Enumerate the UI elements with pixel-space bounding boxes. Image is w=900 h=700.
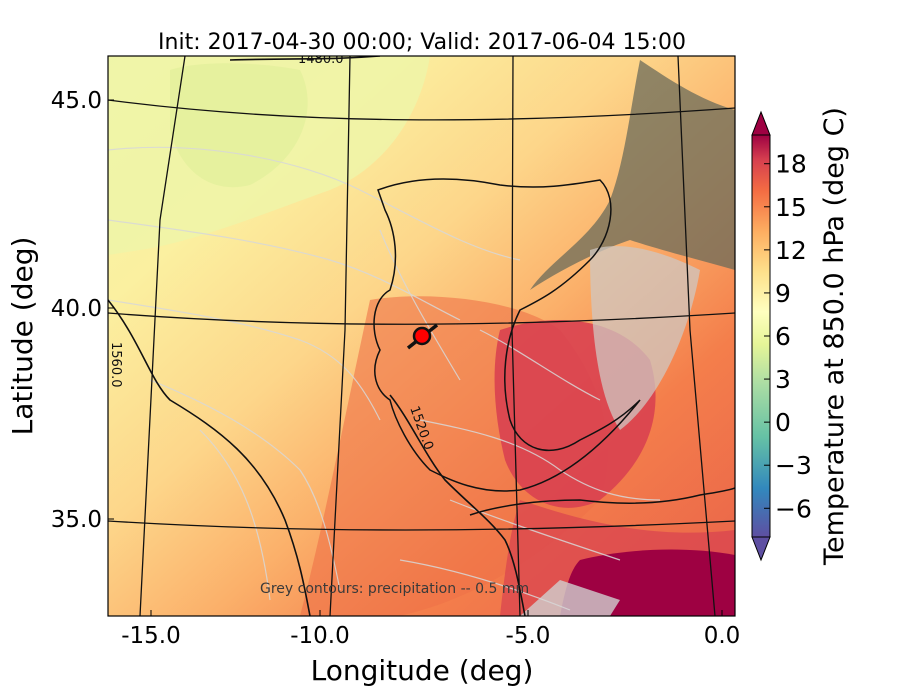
colorbar-tick-label: 12: [775, 236, 807, 265]
colorbar-tick-label: 0: [775, 408, 791, 437]
coastline-africa: [469, 487, 735, 516]
colorbar: 18 15 12 9 6 3 0 −3 −6: [751, 110, 812, 562]
colorbar-tick-label: 3: [775, 365, 791, 394]
precipitation-note: Grey contours: precipitation -- 0.5 mm: [260, 581, 529, 597]
y-tick-label: 35.0: [51, 507, 102, 533]
x-tick-label: 0.0: [704, 623, 741, 649]
y-axis-label: Latitude (deg): [6, 237, 39, 436]
colorbar-ticks: 18 15 12 9 6 3 0 −3 −6: [764, 150, 812, 523]
contour-label-1560: 1560.0: [108, 342, 123, 388]
coastline-iberia: [373, 178, 641, 492]
y-tick-label: 45.0: [51, 88, 102, 114]
colorbar-tick-label: −3: [775, 451, 812, 480]
plot-title: Init: 2017-04-30 00:00; Valid: 2017-06-0…: [158, 30, 686, 55]
geopotential-contours: [108, 56, 526, 616]
precipitation-region-east: [590, 246, 700, 430]
colorbar-min-arrow: [751, 536, 771, 562]
cooler-region: [170, 63, 308, 188]
contour-label-1480: 1480.0: [298, 52, 344, 67]
x-tick-label: -15.0: [121, 623, 181, 649]
axis-tick-marks: [108, 99, 723, 616]
colorbar-max-arrow: [751, 110, 771, 136]
plot-frame: [107, 55, 736, 617]
colorbar-tick-label: 15: [775, 193, 807, 222]
y-tick-label: 40.0: [51, 296, 102, 322]
x-tick-label: -10.0: [290, 623, 350, 649]
colorbar-tick-label: 6: [775, 322, 791, 351]
grey-contours: [108, 146, 661, 611]
colorbar-tick-label: 9: [775, 279, 791, 308]
precipitation-region-south: [520, 580, 620, 616]
x-tick-label: -5.0: [506, 623, 551, 649]
colorbar-tick-label: −6: [775, 494, 812, 523]
colorbar-label: Temperature at 850.0 hPa (deg C): [819, 107, 850, 566]
marker-dot: [412, 326, 432, 346]
location-marker: [406, 323, 439, 350]
colorbar-tick-label: 18: [775, 150, 807, 179]
map-area: 1480.0 1560.0 1520.0 Grey contours: prec…: [108, 52, 735, 616]
precipitation-region-north: [530, 60, 735, 290]
graticule: [108, 56, 735, 616]
x-axis-label: Longitude (deg): [311, 654, 534, 687]
